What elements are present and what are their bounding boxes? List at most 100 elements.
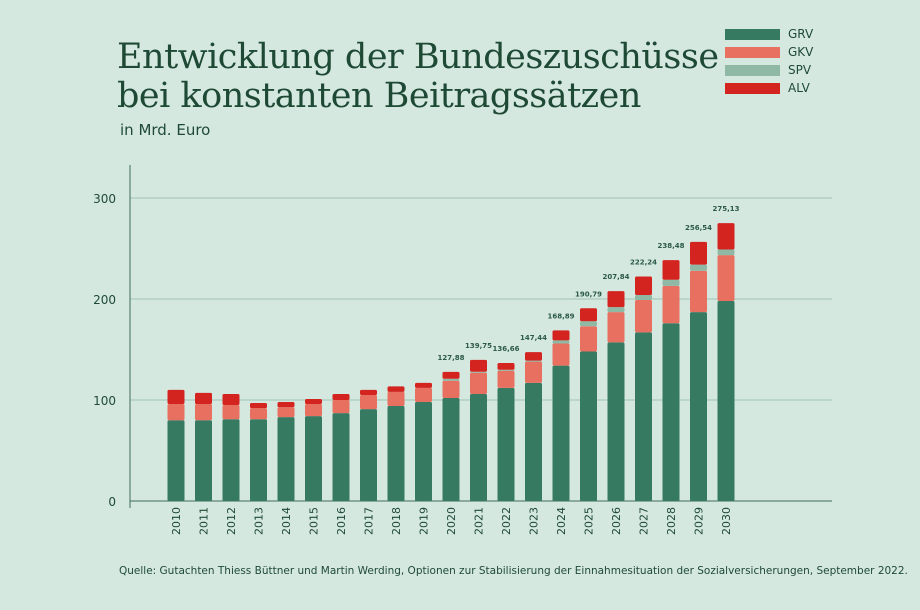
bar-segment-grv (415, 402, 432, 501)
x-tick-label: 2017 (363, 507, 376, 535)
y-tick-label: 200 (93, 293, 116, 307)
legend-label: ALV (788, 81, 810, 95)
x-tick-label: 2019 (418, 507, 431, 535)
bar-segment-grv (195, 420, 212, 501)
legend-swatch (725, 28, 780, 40)
bar-segment-alv (607, 291, 625, 308)
legend-swatch (725, 82, 780, 94)
bar-segment-alv (470, 359, 487, 372)
bar-segment-gkv (332, 400, 350, 414)
bar-segment-alv (497, 362, 515, 370)
legend-swatch (725, 46, 780, 58)
y-tick-label: 0 (108, 495, 116, 509)
chart-title: Entwicklung der Bundeszuschüsse bei kons… (117, 38, 719, 116)
x-tick-label: 2029 (693, 507, 706, 535)
bar-segment-grv (222, 419, 240, 501)
bar-segment-alv (167, 389, 185, 405)
total-label: 168,89 (547, 312, 574, 320)
title-line-2: bei konstanten Beitragssätzen (117, 76, 641, 116)
bar-segment-alv (580, 308, 597, 322)
bar-segment-gkv (580, 326, 597, 352)
bar-segment-gkv (497, 370, 515, 388)
bar-segment-grv (607, 342, 625, 501)
bar-segment-alv (662, 260, 680, 280)
x-tick-label: 2012 (225, 507, 238, 535)
legend-swatch (725, 64, 780, 76)
bar-segment-grv (305, 416, 322, 501)
bar-segment-gkv (222, 405, 240, 420)
y-tick-label: 100 (93, 394, 116, 408)
bar-segment-spv (717, 249, 735, 256)
bar-segment-gkv (195, 404, 212, 421)
bar-segment-alv (305, 398, 322, 405)
total-label: 127,88 (437, 354, 464, 362)
x-tick-label: 2028 (665, 507, 678, 535)
x-tick-label: 2018 (390, 507, 403, 535)
bar-segment-grv (690, 312, 707, 501)
total-label: 139,75 (465, 342, 492, 350)
bar-segment-spv (662, 279, 680, 286)
bar-segment-alv (525, 352, 542, 361)
x-tick-label: 2014 (280, 507, 293, 535)
bar-segment-grv (525, 382, 542, 501)
bar-segment-alv (635, 276, 652, 295)
x-tick-label: 2016 (335, 507, 348, 535)
bar-segment-grv (387, 406, 405, 501)
bar-segment-grv (662, 323, 680, 501)
total-label: 207,84 (602, 273, 629, 281)
bar-segment-spv (525, 360, 542, 362)
bar-segment-alv (387, 386, 405, 392)
x-tick-label: 2023 (528, 507, 541, 535)
bar-segment-gkv (470, 372, 487, 394)
bar-segment-gkv (415, 387, 432, 403)
bar-segment-grv (497, 387, 515, 501)
legend-item-spv: SPV (725, 61, 813, 79)
bar-segment-spv (607, 307, 625, 313)
bar-segment-grv (470, 393, 487, 501)
legend-item-alv: ALV (725, 79, 813, 97)
bar-segment-gkv (387, 391, 405, 407)
bar-segment-gkv (717, 255, 735, 302)
total-label: 275,13 (712, 205, 739, 213)
bar-segment-alv (222, 393, 240, 406)
bar-segment-gkv (360, 394, 377, 410)
bar-segment-grv (442, 397, 460, 501)
bar-segment-alv (442, 371, 460, 379)
bar-segment-grv (167, 420, 185, 501)
x-tick-label: 2027 (638, 507, 651, 535)
bar-segment-gkv (442, 380, 460, 398)
x-tick-label: 2020 (445, 507, 458, 535)
bar-segment-grv (717, 301, 735, 501)
y-tick-label: 300 (93, 192, 116, 206)
bar-segment-grv (250, 419, 267, 501)
bar-segment-alv (415, 382, 432, 388)
bar-segment-spv (470, 371, 487, 373)
legend-label: GKV (788, 45, 814, 59)
bar-segment-grv (580, 351, 597, 501)
chart-subtitle: in Mrd. Euro (120, 121, 211, 139)
bar-segment-spv (497, 369, 515, 371)
bar-segment-gkv (277, 407, 295, 418)
bar-segment-spv (580, 321, 597, 327)
legend: GRV GKV SPV ALV (725, 25, 813, 97)
title-line-1: Entwicklung der Bundeszuschüsse (117, 37, 719, 77)
bar-segment-alv (360, 389, 377, 395)
bar-segment-spv (552, 340, 570, 344)
x-tick-label: 2022 (500, 507, 513, 535)
total-label: 222,24 (630, 259, 657, 267)
x-tick-label: 2013 (253, 507, 266, 535)
bar-segment-grv (360, 409, 377, 501)
legend-item-grv: GRV (725, 25, 813, 43)
x-tick-label: 2025 (583, 507, 596, 535)
bar-segment-spv (690, 264, 707, 271)
bar-segment-alv (552, 330, 570, 341)
bar-segment-gkv (167, 404, 185, 421)
x-tick-label: 2030 (720, 507, 733, 535)
bar-segment-gkv (690, 270, 707, 313)
legend-item-gkv: GKV (725, 43, 813, 61)
bar-segment-grv (552, 365, 570, 501)
bar-segment-spv (442, 378, 460, 381)
bar-segment-gkv (607, 312, 625, 343)
